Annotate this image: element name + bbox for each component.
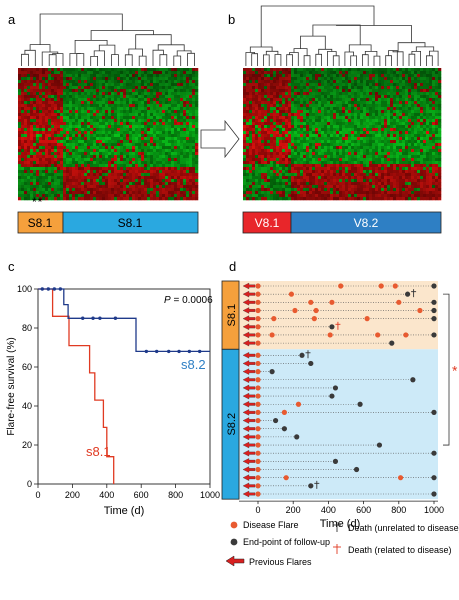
dendrogram-root — [39, 13, 123, 45]
dendrogram-branch — [388, 50, 398, 66]
dendrogram-branch — [187, 52, 195, 66]
dendrogram-branch — [90, 56, 98, 66]
dendrogram-branch — [300, 35, 326, 50]
dendrogram-b — [245, 5, 439, 66]
dendrogram-branch — [251, 53, 258, 66]
panel-a-letter: a — [8, 12, 16, 27]
dendrogram-branch — [98, 44, 116, 55]
dendrogram-branch — [332, 55, 340, 66]
dendrogram-branch — [362, 54, 369, 66]
dendrogram-branch — [348, 44, 372, 52]
group-a-right-label: S8.1 — [118, 216, 143, 230]
dendrogram-branch — [93, 50, 105, 66]
dendrogram-branch — [408, 53, 416, 66]
dendrogram-branch — [411, 51, 421, 66]
dendrogram-branch — [24, 49, 36, 66]
dendrogram-branch — [138, 55, 147, 66]
dendrogram-branch — [48, 54, 57, 66]
dendrogram-root — [260, 5, 375, 47]
dendrogram-branch — [69, 53, 81, 66]
dendrogram-branch — [429, 50, 439, 66]
dendrogram-branch — [135, 34, 172, 49]
dendrogram-branch — [74, 40, 108, 54]
dendrogram-branch — [52, 53, 64, 66]
heatmap-b — [243, 68, 442, 201]
dendrogram-branch — [385, 55, 392, 66]
dendrogram-branch — [41, 51, 59, 66]
dendrogram-branch — [392, 50, 404, 66]
dendrogram-branch — [350, 55, 357, 66]
dendrogram-a — [21, 13, 195, 66]
dendrogram-branch — [21, 53, 29, 66]
heatmap-a — [18, 68, 199, 201]
dendrogram-branch — [173, 55, 182, 66]
dendrogram-branch — [245, 52, 255, 66]
panel-b-letter: b — [228, 12, 235, 27]
dendrogram-branch — [312, 24, 361, 45]
dendrogram-branch — [373, 55, 381, 66]
transition-arrow — [200, 119, 240, 159]
dendrogram-branch — [426, 55, 433, 66]
heatmap-shading — [18, 68, 198, 200]
group-a-left-label: S8.1 — [28, 216, 53, 230]
dendrogram-branch — [111, 54, 119, 66]
dendrogram-branch — [364, 51, 378, 57]
group-bar-a-right — [62, 211, 199, 234]
dendrogram-branch — [29, 44, 51, 52]
dendrogram-branch — [274, 54, 282, 66]
dendrogram-branch — [327, 51, 337, 66]
dendrogram-branch — [152, 49, 164, 66]
dendrogram-branch — [159, 54, 168, 66]
asterisks: ** — [32, 195, 43, 209]
dendrogram-branch — [336, 25, 412, 43]
dendrogram-branch — [90, 30, 154, 41]
dendrogram-branch — [263, 54, 270, 66]
dendrogram-branch — [344, 51, 354, 66]
dendrogram-branch — [124, 54, 133, 66]
dendrogram-branch — [315, 53, 322, 66]
dendrogram-branch — [286, 54, 293, 66]
dendrogram-branch — [76, 53, 85, 66]
dendrogram-branch — [303, 55, 311, 66]
